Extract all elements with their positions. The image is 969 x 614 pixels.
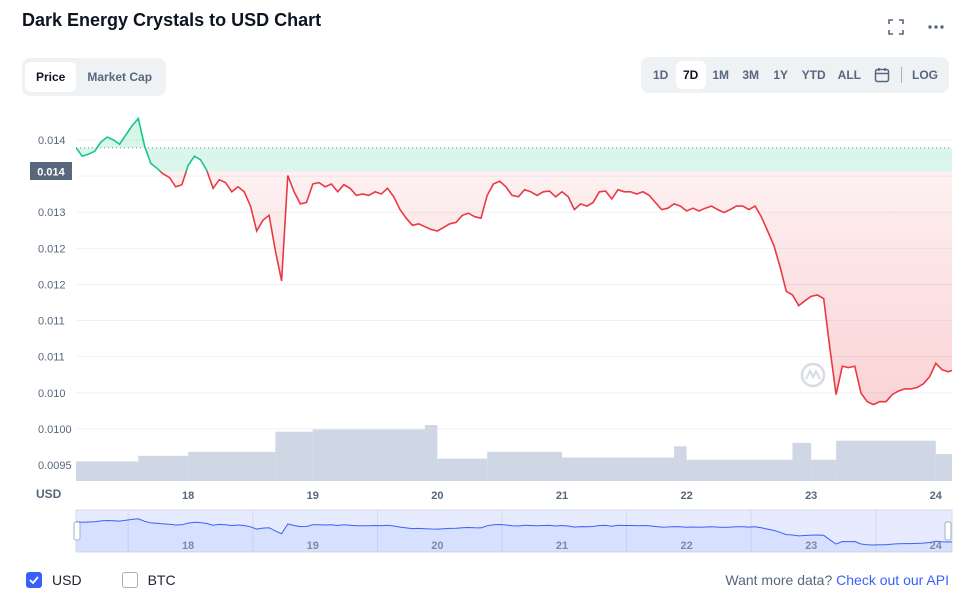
y-tick-label: 0.010 bbox=[38, 388, 66, 400]
volume-bar bbox=[836, 440, 936, 481]
navigator-line bbox=[75, 518, 953, 546]
volume-bar bbox=[312, 429, 425, 481]
tab-market-cap[interactable]: Market Cap bbox=[87, 70, 153, 84]
svg-text:0.014: 0.014 bbox=[37, 167, 65, 179]
navigator-left-handle bbox=[73, 521, 81, 541]
btc-label: BTC bbox=[147, 572, 176, 588]
more-options-icon[interactable] bbox=[925, 16, 947, 38]
y-tick-label: 0.013 bbox=[38, 207, 66, 219]
navigator-tick-label: 23 bbox=[805, 540, 817, 552]
x-tick-label: 18 bbox=[182, 490, 194, 502]
navigator-tick-label: 20 bbox=[431, 540, 443, 552]
volume-bar bbox=[811, 459, 837, 481]
check-icon bbox=[29, 576, 39, 584]
range-1y-button[interactable]: 1Y bbox=[773, 68, 789, 82]
navigator-tick-label: 18 bbox=[182, 540, 194, 552]
y-axis-unit-label: USD bbox=[36, 487, 62, 501]
navigator-selection bbox=[75, 509, 953, 553]
x-axis: 18 19 20 21 22 23 24 bbox=[182, 490, 943, 502]
volume-bar bbox=[935, 454, 952, 481]
price-area bbox=[76, 118, 952, 405]
price-chart[interactable]: 0.0140.0130.0130.0120.0120.0110.0110.010… bbox=[0, 100, 969, 560]
navigator-tick-label: 21 bbox=[556, 540, 568, 552]
x-tick-label: 23 bbox=[805, 490, 817, 502]
x-tick-label: 21 bbox=[556, 490, 568, 502]
volume-bar bbox=[686, 459, 793, 481]
volume-bar bbox=[561, 457, 675, 481]
range-all-button[interactable]: ALL bbox=[837, 68, 861, 82]
range-3m-button[interactable]: 3M bbox=[742, 68, 759, 82]
y-tick-label: 0.012 bbox=[38, 279, 66, 291]
usd-label: USD bbox=[52, 572, 82, 588]
volume-bar bbox=[437, 458, 488, 481]
calendar-icon[interactable] bbox=[867, 61, 897, 89]
price-marketcap-toggle: Price Market Cap bbox=[22, 58, 167, 96]
range-1m-button[interactable]: 1M bbox=[712, 68, 729, 82]
volume-bar bbox=[487, 451, 562, 481]
volume-bar bbox=[424, 425, 438, 481]
navigator-tick-label: 19 bbox=[307, 540, 319, 552]
chart-actions bbox=[885, 16, 947, 38]
page-title: Dark Energy Crystals to USD Chart bbox=[22, 10, 322, 30]
api-promo: Want more data? Check out our API bbox=[725, 572, 949, 588]
log-scale-button[interactable]: LOG bbox=[912, 68, 938, 82]
price-lines bbox=[76, 116, 952, 406]
range-ytd-button[interactable]: YTD bbox=[801, 68, 826, 82]
watermark-logo bbox=[800, 362, 826, 388]
y-tick-label: 0.0100 bbox=[38, 424, 72, 436]
fullscreen-icon[interactable] bbox=[885, 16, 907, 38]
volume-bar bbox=[76, 461, 139, 481]
price-area-above bbox=[76, 118, 952, 172]
navigator-tick-label: 24 bbox=[930, 540, 943, 552]
volume-bars bbox=[76, 425, 952, 481]
range-7d-button[interactable]: 7D bbox=[675, 61, 706, 89]
volume-bar bbox=[792, 442, 812, 481]
y-tick-label: 0.011 bbox=[38, 316, 65, 328]
x-tick-label: 19 bbox=[307, 490, 319, 502]
y-tick-label: 0.0095 bbox=[38, 460, 72, 472]
time-range-selector: 1D 7D 1M 3M 1Y YTD ALL LOG bbox=[640, 57, 949, 93]
y-tick-label: 0.012 bbox=[38, 243, 66, 255]
api-link[interactable]: Check out our API bbox=[836, 572, 949, 588]
currency-legend: USD BTC bbox=[26, 572, 206, 588]
x-tick-label: 24 bbox=[930, 490, 943, 502]
x-tick-label: 22 bbox=[680, 490, 692, 502]
current-price-tag: 0.014 bbox=[30, 162, 72, 180]
volume-bar bbox=[138, 455, 189, 481]
btc-checkbox[interactable] bbox=[121, 572, 138, 588]
usd-checkbox[interactable] bbox=[26, 572, 42, 588]
price-area-below bbox=[160, 171, 952, 405]
y-tick-label: 0.014 bbox=[38, 135, 66, 147]
volume-bar bbox=[674, 446, 687, 481]
navigator-right-handle bbox=[944, 521, 952, 541]
navigator-tick-label: 22 bbox=[680, 540, 692, 552]
price-line-down bbox=[159, 171, 952, 406]
range-divider bbox=[901, 67, 902, 83]
api-promo-text: Want more data? bbox=[725, 572, 833, 588]
volume-bar bbox=[275, 431, 313, 481]
y-axis: 0.0140.0130.0130.0120.0120.0110.0110.010… bbox=[38, 135, 72, 472]
range-1d-button[interactable]: 1D bbox=[653, 68, 669, 82]
range-navigator[interactable]: 18 19 20 21 22 23 24 bbox=[73, 509, 953, 553]
x-tick-label: 20 bbox=[431, 490, 443, 502]
tab-price[interactable]: Price bbox=[25, 62, 77, 92]
volume-bar bbox=[188, 451, 276, 481]
y-tick-label: 0.011 bbox=[38, 352, 65, 364]
